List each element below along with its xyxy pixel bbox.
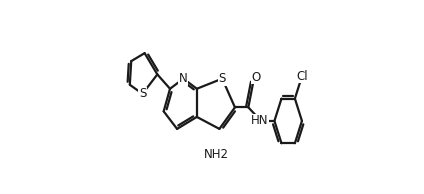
Text: O: O: [251, 71, 261, 84]
Text: NH2: NH2: [204, 148, 229, 161]
Text: S: S: [218, 72, 226, 85]
Text: HN: HN: [251, 114, 268, 127]
Text: S: S: [139, 87, 146, 100]
Text: Cl: Cl: [296, 70, 308, 83]
Text: N: N: [179, 72, 188, 85]
